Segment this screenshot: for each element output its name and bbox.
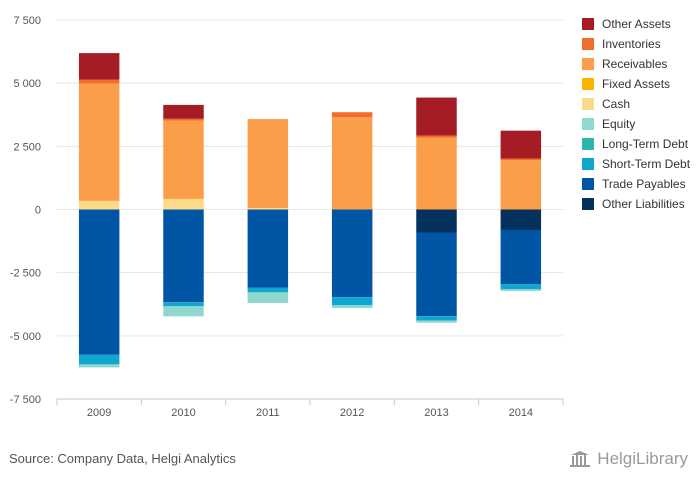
bar-segment[interactable]	[163, 306, 204, 317]
bar-segment[interactable]	[416, 135, 457, 138]
legend-label: Trade Payables	[602, 177, 686, 191]
bar-segment[interactable]	[163, 120, 204, 199]
bar-segment[interactable]	[416, 316, 457, 321]
y-tick-label: 2 500	[13, 141, 41, 153]
bar-segment[interactable]	[500, 284, 542, 290]
x-tick-label: 2014	[509, 407, 533, 419]
legend-label: Short-Term Debt	[602, 157, 691, 171]
bar-segment[interactable]	[163, 118, 204, 121]
legend-item[interactable]: Long-Term Debt	[582, 134, 690, 154]
bar-segment[interactable]	[78, 83, 120, 201]
bar-segment[interactable]	[247, 119, 289, 208]
legend-item[interactable]: Fixed Assets	[582, 74, 690, 94]
y-tick-label: 0	[35, 205, 41, 217]
legend-label: Receivables	[602, 57, 668, 71]
source-note: Source: Company Data, Helgi Analytics	[9, 451, 236, 466]
legend-swatch	[582, 38, 594, 50]
legend-item[interactable]: Short-Term Debt	[582, 154, 690, 174]
bar-segment[interactable]	[163, 302, 204, 307]
x-tick-label: 2013	[424, 407, 448, 419]
bar-segment[interactable]	[331, 305, 373, 309]
bar-segment[interactable]	[500, 130, 542, 159]
legend-item[interactable]: Equity	[582, 114, 690, 134]
bar-segment[interactable]	[78, 53, 120, 80]
y-axis-labels: -7 500 -5 000 -2 500 0 2 500 5 000 7 500	[10, 15, 41, 406]
legend: Other Assets Inventories Receivables Fixed …	[582, 14, 690, 214]
legend-swatch	[582, 58, 594, 70]
x-tick-label: 2009	[87, 407, 111, 419]
brand-logo: HelgiLibrary	[569, 449, 688, 469]
bar-segment[interactable]	[163, 198, 204, 210]
y-tick-label: -7 500	[10, 394, 41, 406]
y-tick-label: -5 000	[10, 331, 41, 343]
x-tick-label: 2011	[256, 407, 280, 419]
legend-label: Long-Term Debt	[602, 137, 689, 151]
bar-segment[interactable]	[416, 97, 457, 136]
legend-swatch	[582, 178, 594, 190]
bar-segment[interactable]	[78, 354, 120, 365]
legend-label: Other Assets	[602, 17, 671, 31]
bar-segment[interactable]	[500, 158, 542, 161]
bar-segment[interactable]	[500, 209, 542, 230]
bar-segment[interactable]	[416, 137, 457, 210]
bar-segment[interactable]	[78, 200, 120, 210]
x-tick-label: 2010	[171, 407, 195, 419]
bar-segment[interactable]	[247, 209, 289, 288]
bar-segment[interactable]	[247, 292, 289, 303]
bar-segment[interactable]	[331, 117, 373, 210]
bar-segment[interactable]	[416, 320, 457, 323]
bar-segment[interactable]	[416, 209, 457, 233]
bars	[78, 53, 542, 368]
legend-item[interactable]: Receivables	[582, 54, 690, 74]
bar-segment[interactable]	[331, 297, 373, 306]
brand-name: HelgiLibrary	[597, 449, 688, 468]
legend-item[interactable]: Inventories	[582, 34, 690, 54]
legend-label: Cash	[602, 97, 631, 111]
legend-label: Fixed Assets	[602, 77, 671, 91]
legend-label: Other Liabilities	[602, 197, 685, 211]
y-tick-label: 5 000	[13, 78, 41, 90]
legend-item[interactable]: Other Assets	[582, 14, 690, 34]
bar-segment[interactable]	[247, 207, 289, 210]
y-tick-label: 7 500	[13, 15, 41, 27]
legend-swatch	[582, 198, 594, 210]
bar-segment[interactable]	[500, 289, 542, 291]
legend-swatch	[582, 118, 594, 130]
bar-segment[interactable]	[78, 364, 120, 368]
bar-segment[interactable]	[163, 104, 204, 119]
legend-swatch	[582, 138, 594, 150]
bar-segment[interactable]	[78, 79, 120, 84]
legend-swatch	[582, 78, 594, 90]
bar-segment[interactable]	[247, 287, 289, 293]
library-icon	[570, 451, 591, 467]
bar-segment[interactable]	[500, 229, 542, 285]
legend-label: Equity	[602, 117, 636, 131]
bar-segment[interactable]	[416, 232, 457, 317]
x-axis: 2009 2010 2011 2012 2013 2014	[56, 398, 564, 419]
legend-item[interactable]: Cash	[582, 94, 690, 114]
legend-item[interactable]: Other Liabilities	[582, 194, 690, 214]
legend-swatch	[582, 98, 594, 110]
legend-label: Inventories	[602, 37, 661, 51]
grid-lines	[57, 19, 563, 337]
bar-segment[interactable]	[78, 209, 120, 355]
legend-swatch	[582, 18, 594, 30]
bar-segment[interactable]	[163, 209, 204, 303]
x-tick-label: 2012	[340, 407, 364, 419]
legend-item[interactable]: Trade Payables	[582, 174, 690, 194]
legend-swatch	[582, 158, 594, 170]
bar-segment[interactable]	[500, 160, 542, 210]
bar-segment[interactable]	[331, 209, 373, 298]
y-tick-label: -2 500	[10, 268, 41, 280]
bar-segment[interactable]	[331, 112, 373, 118]
